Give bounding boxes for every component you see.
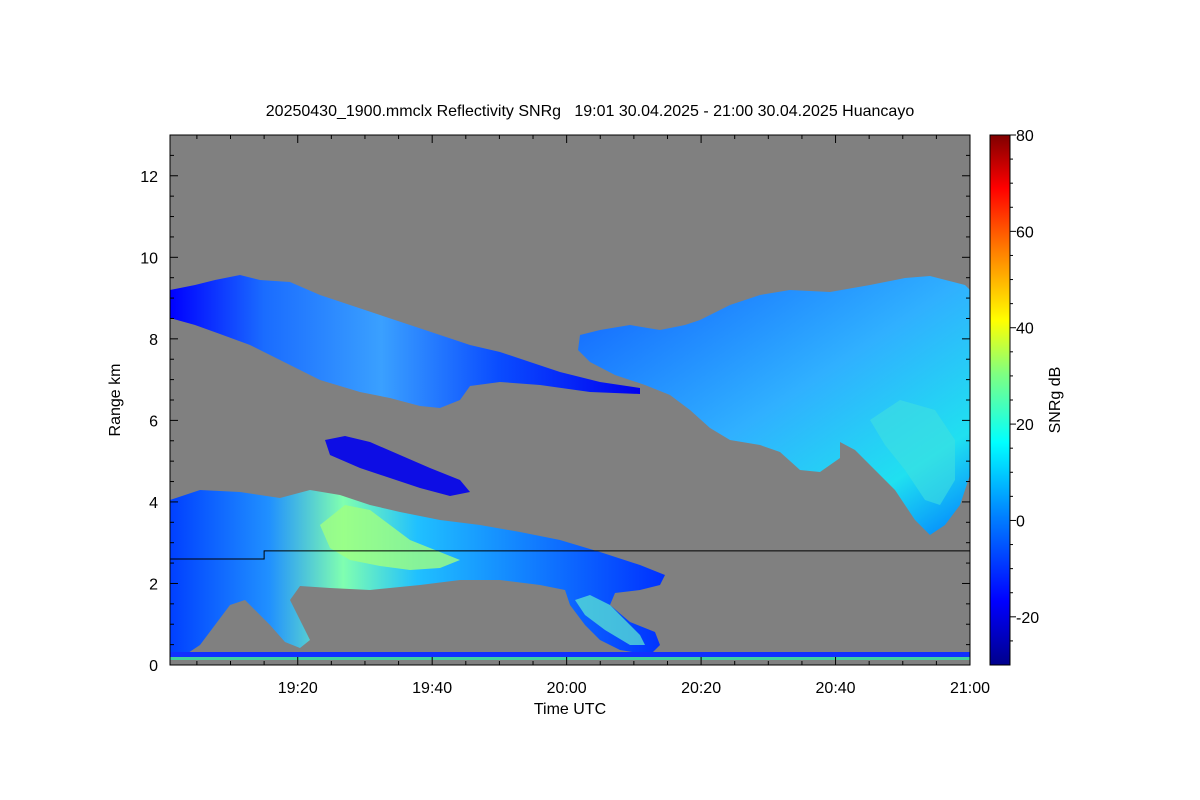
colorbar-tick-label: 60 <box>1016 224 1034 241</box>
y-axis-title: Range km <box>107 364 124 437</box>
x-tick-label: 20:40 <box>816 680 856 697</box>
y-tick-label: 12 <box>140 169 158 186</box>
y-tick-label: 0 <box>149 658 158 675</box>
colorbar-tick-label: -20 <box>1016 610 1039 627</box>
x-axis-title: Time UTC <box>534 701 606 718</box>
ground-clutter <box>170 652 970 660</box>
cloud-upper-right <box>578 276 970 535</box>
chart-title: 20250430_1900.mmclx Reflectivity SNRg 19… <box>266 103 915 120</box>
x-tick-label: 19:20 <box>278 680 318 697</box>
x-tick-label: 19:40 <box>412 680 452 697</box>
ground-clutter-line <box>170 657 970 660</box>
colorbar <box>989 134 1011 666</box>
colorbar-tick-label: 40 <box>1016 321 1034 338</box>
cloud-lower <box>170 490 665 655</box>
cloud-upper-left <box>170 275 640 408</box>
y-tick-label: 8 <box>149 332 158 349</box>
colorbar-ticks: -20 0 20 40 60 80 <box>1010 128 1039 642</box>
x-tick-label: 20:20 <box>681 680 721 697</box>
colorbar-tick-label: 0 <box>1016 513 1025 530</box>
y-tick-label: 2 <box>149 576 158 593</box>
y-tick-label: 4 <box>149 495 158 512</box>
cloud-core-3 <box>870 400 955 505</box>
cloud-mid <box>325 436 470 496</box>
x-tick-label: 20:00 <box>547 680 587 697</box>
y-axis: 0 2 4 6 8 10 12 <box>140 154 970 675</box>
cloud-core <box>320 505 460 570</box>
x-tick-label: 21:00 <box>950 680 990 697</box>
y-tick-label: 10 <box>140 250 158 267</box>
reflectivity-field <box>170 275 970 660</box>
colorbar-tick-label: 20 <box>1016 417 1034 434</box>
boundary-line <box>170 550 970 560</box>
colorbar-title: SNRg dB <box>1047 367 1064 434</box>
y-tick-label: 6 <box>149 413 158 430</box>
x-axis: 19:20 19:40 20:00 20:20 20:40 21:00 <box>196 135 990 697</box>
cloud-core-2 <box>575 595 645 645</box>
colorbar-tick-label: 80 <box>1016 128 1034 145</box>
